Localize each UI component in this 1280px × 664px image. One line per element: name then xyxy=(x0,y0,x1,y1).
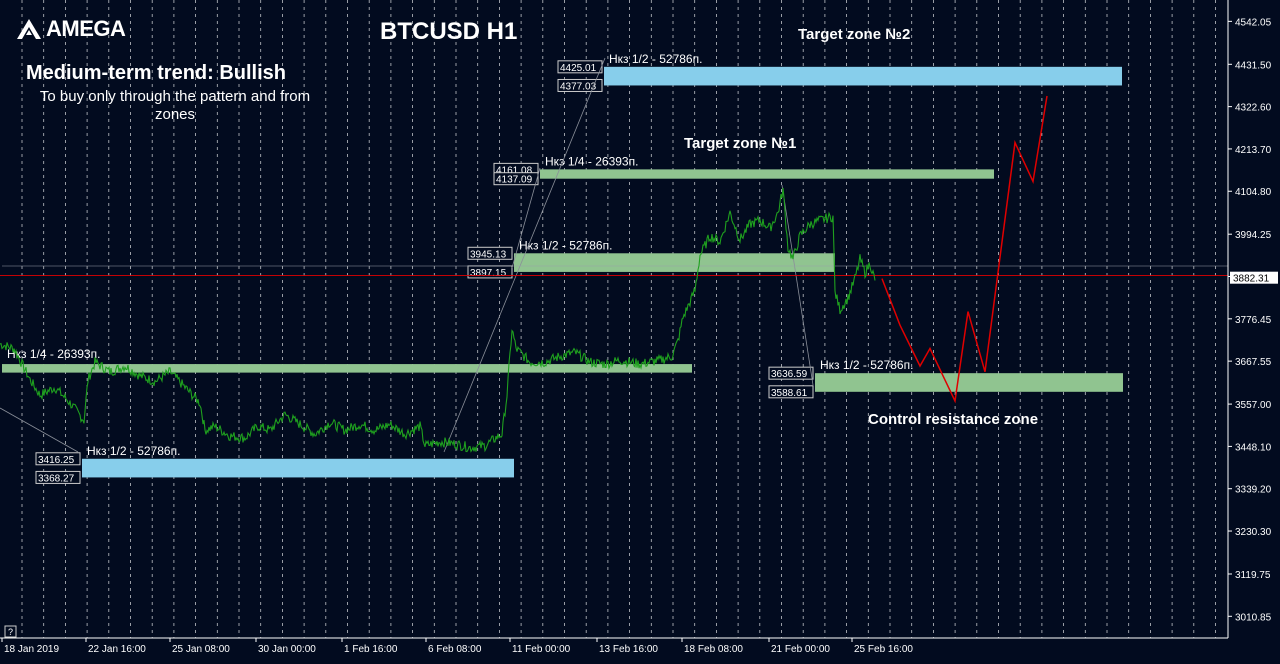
zone-upper-text: 4425.01 xyxy=(560,63,597,74)
trend-description: To buy only through the pattern and from… xyxy=(39,88,311,123)
zone-label-bt2: Нкз 1/2 - 52786п. xyxy=(609,52,702,66)
zone-lower-box xyxy=(768,385,814,399)
zone-lower-text: 4377.03 xyxy=(560,81,597,92)
amega-logo-icon xyxy=(17,19,41,39)
price-line xyxy=(0,187,876,453)
zone-label-gt1: Нкз 1/4 - 26393п. xyxy=(545,154,638,168)
x-tick-label: 21 Feb 00:00 xyxy=(771,644,830,655)
y-tick-label: 3667.55 xyxy=(1235,357,1272,368)
zone-upper-text: 3945.13 xyxy=(470,249,507,260)
zone-gc1 xyxy=(815,373,1123,392)
zone-lower-text: 3588.61 xyxy=(771,388,808,399)
price-axis: 4542.05 4431.50 4322.60 4213.70 4104.80 3994.… xyxy=(1227,0,1278,638)
y-tick-label: 3557.00 xyxy=(1235,400,1272,411)
zone-upper-box xyxy=(557,60,603,74)
x-tick-label: 30 Jan 00:00 xyxy=(258,644,316,655)
zone-lower-box xyxy=(493,172,539,186)
x-tick-label: 13 Feb 16:00 xyxy=(599,644,658,655)
y-tick-label: 3448.10 xyxy=(1235,442,1272,453)
x-tick-label: 25 Feb 16:00 xyxy=(854,644,913,655)
target-zone-2-label: Target zone №2 xyxy=(798,26,911,43)
x-tick-label: 22 Jan 16:00 xyxy=(88,644,146,655)
zone-gl1 xyxy=(2,364,692,373)
trend-heading: Medium-term trend: Bullish xyxy=(26,62,287,84)
zone-lower-text: 4137.09 xyxy=(496,175,533,186)
zone-upper-box xyxy=(768,366,814,380)
y-tick-label: 3010.85 xyxy=(1235,612,1272,623)
x-tick-label: 6 Feb 08:00 xyxy=(428,644,482,655)
zone-label-gm1: Нкз 1/2 - 52786п. xyxy=(519,238,612,252)
y-tick-label: 3994.25 xyxy=(1235,230,1272,241)
current-price-box xyxy=(1230,271,1278,284)
zone-upper-text: 4161.08 xyxy=(496,165,533,176)
y-tick-label: 4213.70 xyxy=(1235,145,1272,156)
projection-line xyxy=(0,407,79,453)
projection-line xyxy=(781,184,814,386)
grid xyxy=(21,0,1216,638)
projection-lines xyxy=(0,57,1228,453)
projection-line xyxy=(443,57,606,453)
forecast-line xyxy=(881,95,1048,404)
zone-upper-text: 3636.59 xyxy=(771,369,808,380)
y-tick-label: 3339.20 xyxy=(1235,485,1272,496)
zone-upper-text: 3416.25 xyxy=(38,455,75,466)
zone-label-gl1: Нкз 1/4 - 26393п. xyxy=(7,347,100,361)
chart-title: BTCUSD H1 xyxy=(380,18,518,45)
zone-lower-box xyxy=(557,78,603,92)
zone-upper-box xyxy=(467,246,513,260)
zone-bt2 xyxy=(604,66,1122,86)
zone-label-bl1: Нкз 1/2 - 52786п. xyxy=(87,444,180,458)
x-tick-label: 18 Jan 2019 xyxy=(4,644,59,655)
y-tick-label: 3119.75 xyxy=(1235,570,1271,581)
zone-bl1 xyxy=(82,458,514,478)
zone-lower-box xyxy=(35,470,81,484)
control-resistance-zone-label: Control resistance zone xyxy=(868,411,1039,428)
time-axis: 18 Jan 2019 22 Jan 16:00 25 Jan 08:00 30 Ja… xyxy=(0,625,1228,655)
help-button xyxy=(4,625,17,638)
logo-text: AMEGA xyxy=(46,16,126,41)
zone-lower-text: 3368.27 xyxy=(38,473,75,484)
x-tick-label: 25 Jan 08:00 xyxy=(172,644,230,655)
x-tick-label: 1 Feb 16:00 xyxy=(344,644,398,655)
y-tick-label: 3230.30 xyxy=(1235,527,1272,538)
forecast-series xyxy=(881,95,1048,404)
zone-label-gc1: Нкз 1/2 - 52786п. xyxy=(820,358,913,372)
zone-gm1 xyxy=(514,253,835,272)
zones: Нкз 1/2 - 52786п. 3416.25 3368.27 Нкз 1/4 -… xyxy=(2,52,1123,484)
zone-lower-text: 3897.15 xyxy=(470,268,507,279)
y-tick-label: 4104.80 xyxy=(1235,187,1272,198)
projection-line xyxy=(511,167,541,269)
price-series xyxy=(0,187,876,453)
amega-logo: AMEGA xyxy=(16,16,126,42)
target-zone-1-label: Target zone №1 xyxy=(684,135,797,152)
x-tick-label: 11 Feb 00:00 xyxy=(512,644,571,655)
current-price-label: 3882.31 xyxy=(1233,274,1270,285)
zone-upper-box xyxy=(35,452,81,466)
zone-gt1 xyxy=(540,169,994,179)
x-tick-label: 18 Feb 08:00 xyxy=(684,644,743,655)
y-tick-label: 3776.45 xyxy=(1235,315,1272,326)
y-tick-label: 4322.60 xyxy=(1235,103,1272,114)
help-button-label: ? xyxy=(8,627,13,637)
y-tick-label: 4431.50 xyxy=(1235,60,1272,71)
y-tick-label: 4542.05 xyxy=(1235,17,1272,28)
